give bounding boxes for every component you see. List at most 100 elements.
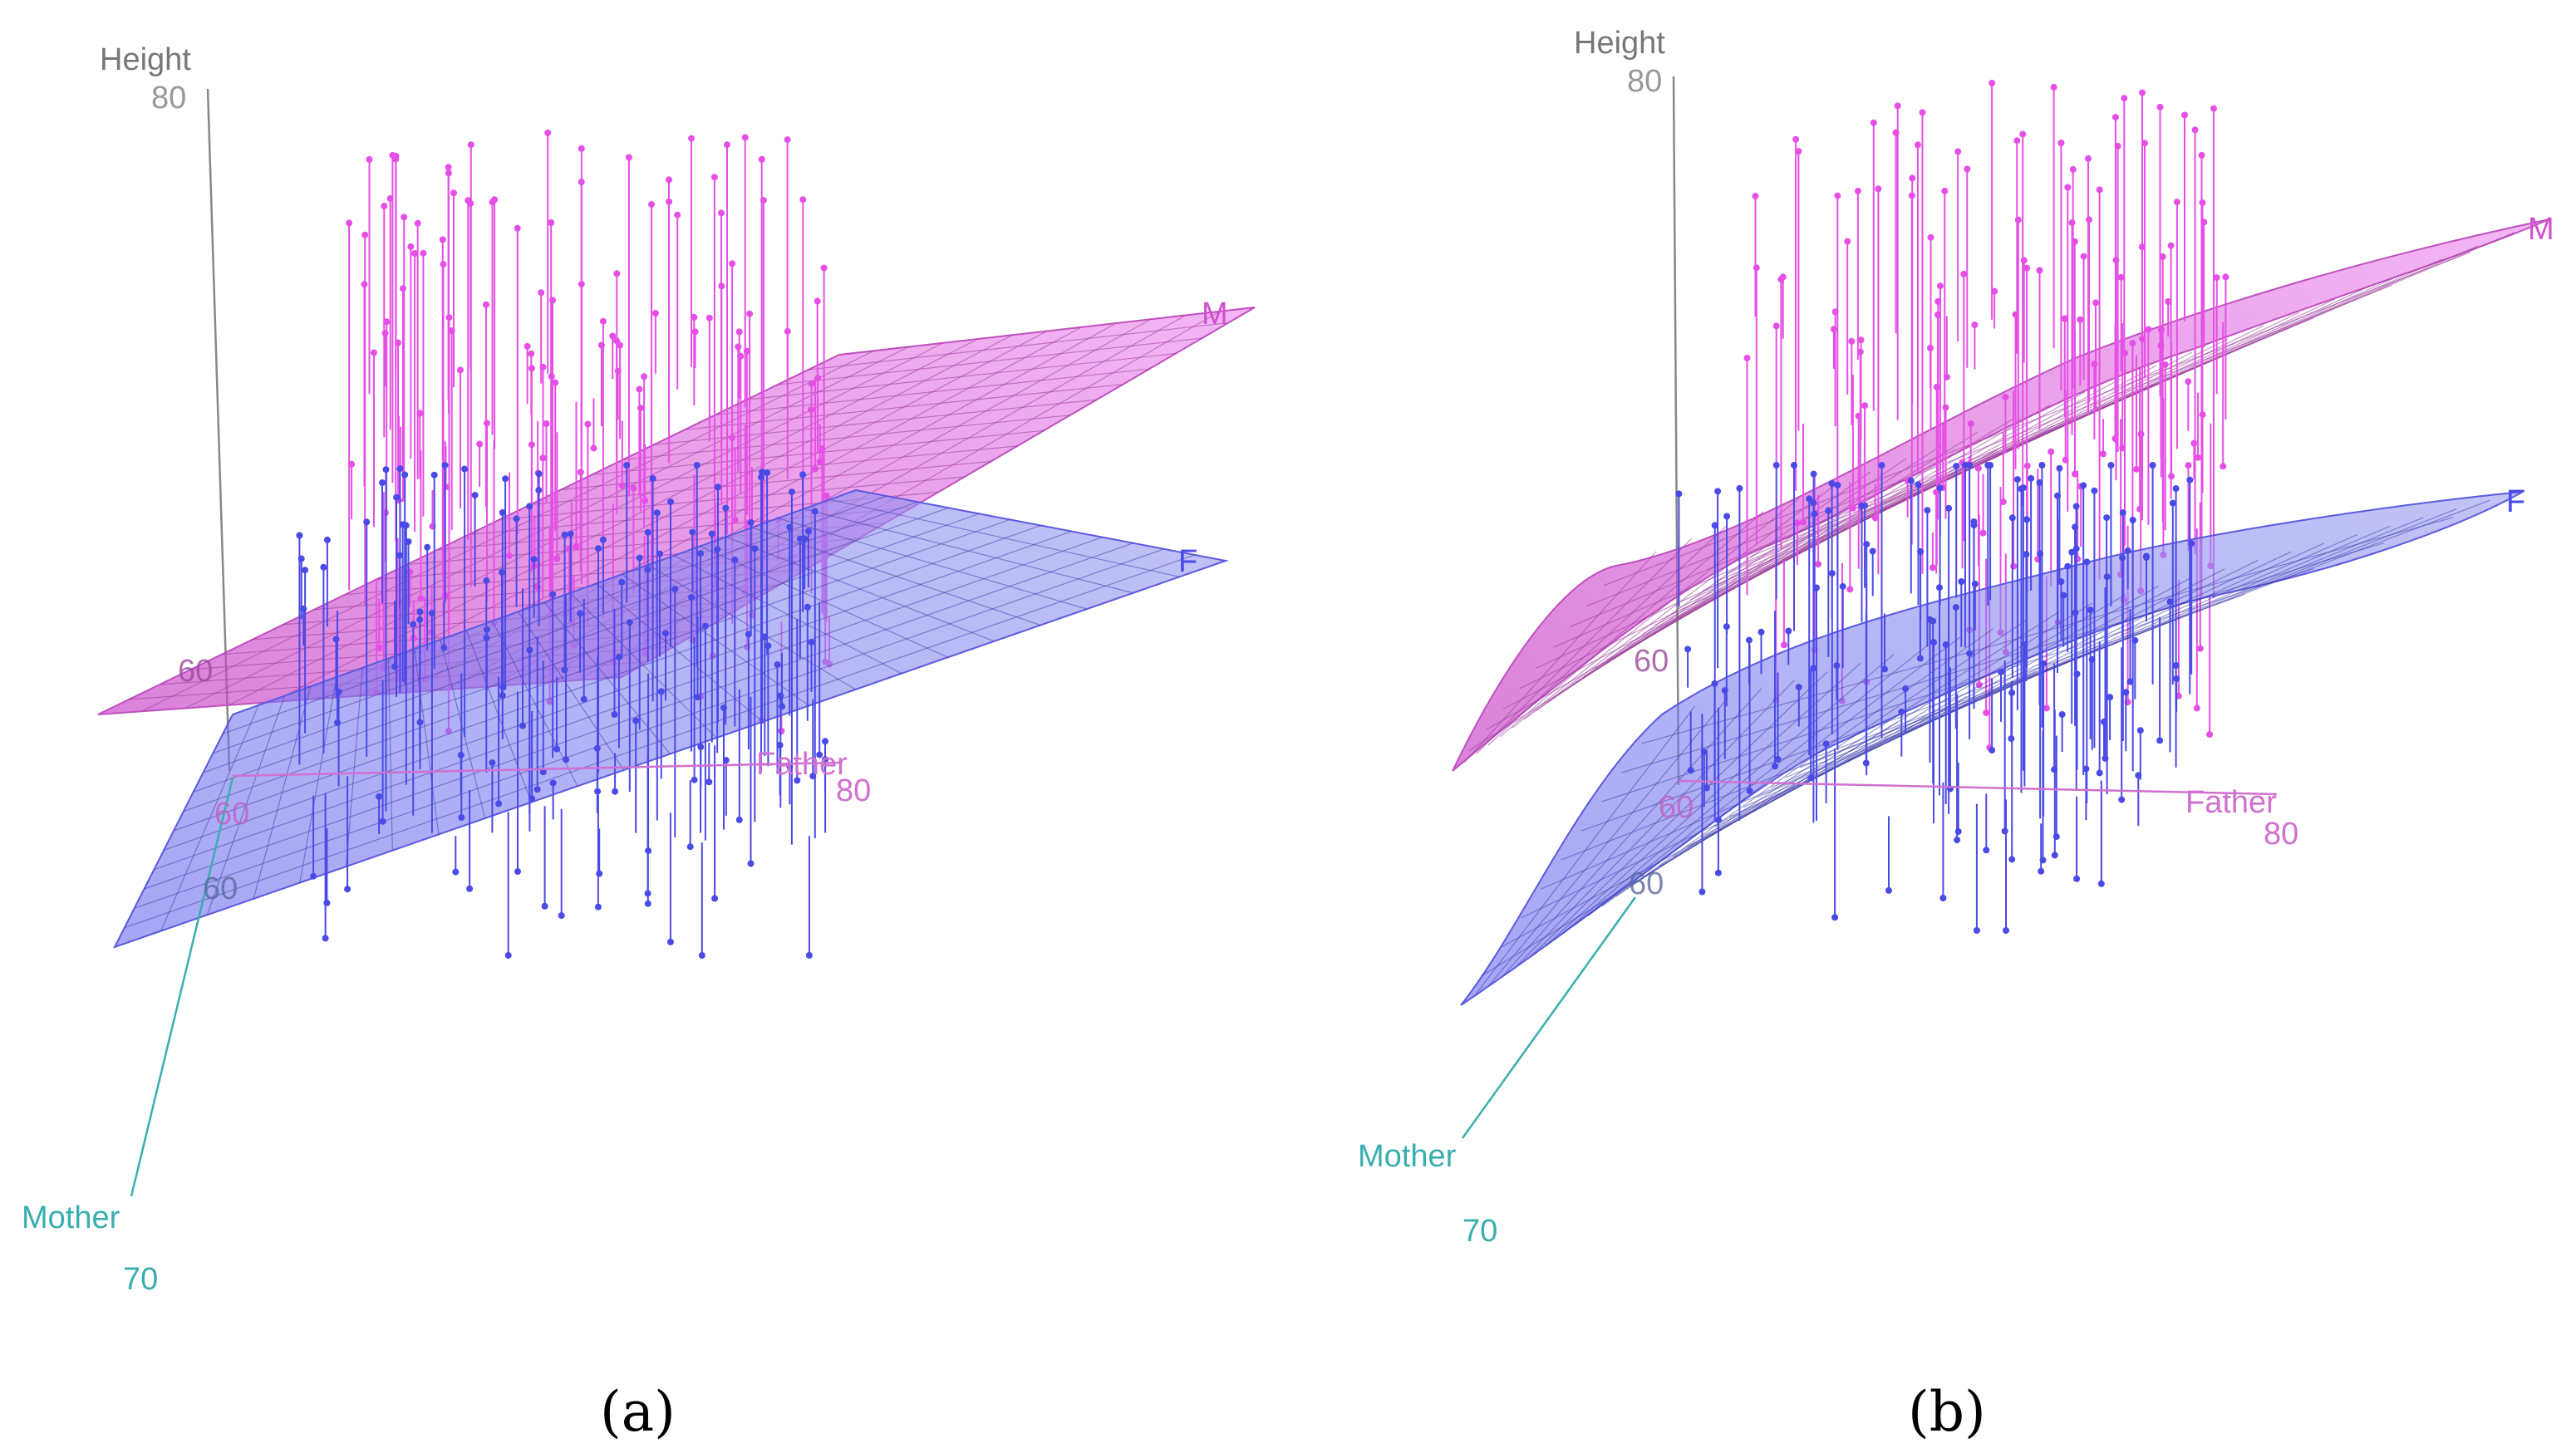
panel-a-f-point xyxy=(657,688,665,695)
panel-a-f-point xyxy=(553,745,561,753)
panel-b-f-point xyxy=(1987,462,1994,469)
panel-a-m-point xyxy=(731,517,739,523)
panel-b-f-point xyxy=(2119,509,2126,517)
panel-a-f-point xyxy=(822,738,828,745)
panel-b-points-f xyxy=(1675,462,2195,934)
panel-b-m-point xyxy=(1870,119,1877,126)
panel-b-m-point xyxy=(1846,586,1854,593)
panel-a-f-point xyxy=(483,577,490,584)
panel-a-f-point xyxy=(686,843,694,851)
panel-a-f-point xyxy=(580,695,587,703)
panel-b-f-point xyxy=(2083,558,2091,566)
panel-b-f-point xyxy=(1714,488,1722,495)
panel-a-f-point xyxy=(656,550,663,557)
panel-b-f-point xyxy=(1881,665,1888,673)
panel-b-m-point xyxy=(2014,216,2022,223)
panel-a-m-point xyxy=(812,465,819,473)
panel-b-f-point xyxy=(1902,685,1910,692)
panel-b-f-point xyxy=(1953,463,1960,470)
panel-b-f-point xyxy=(1926,616,1934,623)
panel-a-f-point xyxy=(694,694,701,701)
panel-b-height-axis xyxy=(1672,76,1680,786)
panel-a-m-point xyxy=(729,260,736,268)
panel-a-f-point xyxy=(596,870,603,877)
panel-a-f-point xyxy=(644,900,651,907)
panel-a-f-point xyxy=(323,536,331,543)
panel-a-f-point xyxy=(722,757,730,764)
panel-a-f-point xyxy=(636,554,643,562)
panel-b-mother-axis xyxy=(1461,896,1637,1139)
panel-a-f-point xyxy=(489,759,496,767)
panel-b-m-point xyxy=(1779,273,1787,281)
panel-b-m-point xyxy=(1772,322,1780,330)
panel-b-m-point xyxy=(1927,233,1934,241)
panel-b-f-point xyxy=(2040,660,2048,667)
panel-a-m-point xyxy=(395,339,402,346)
panel-a-m-point xyxy=(618,482,626,489)
panel-a-f-point xyxy=(816,751,823,758)
panel-a-points-f xyxy=(296,462,829,959)
panel-b-m-point xyxy=(2023,264,2031,272)
panel-b-m-point xyxy=(2199,411,2206,419)
panel-a-f-point xyxy=(561,666,568,674)
panel-b-f-point xyxy=(1703,784,1710,792)
panel-b-m-point xyxy=(1971,322,1979,328)
panel-a-f-point xyxy=(595,545,602,552)
panel-a-f-point xyxy=(567,530,574,538)
panel-a-f-point xyxy=(774,661,781,668)
panel-a-father-tick-80: 80 xyxy=(836,773,871,808)
panel-a-f-point xyxy=(471,492,479,499)
panel-a-group-label-f: F xyxy=(1178,544,1197,579)
panel-b-f-point xyxy=(1825,507,1832,514)
panel-b-m-point xyxy=(2129,340,2136,347)
panel-b-f-point xyxy=(2008,514,2016,522)
panel-b-points-m xyxy=(1743,80,2229,751)
panel-a-f-point xyxy=(691,776,698,783)
panel-b-f-point xyxy=(1785,627,1792,635)
panel-b-m-point xyxy=(2193,704,2200,712)
panel-a-m-point xyxy=(737,352,745,360)
panel-b-m-point xyxy=(2185,378,2192,385)
panel-b-f-point xyxy=(1966,462,1974,469)
panel-a-m-point xyxy=(590,444,597,452)
panel-b-m-point xyxy=(2064,184,2072,191)
panel-b-f-point xyxy=(1698,888,1706,896)
panel-b-f-point xyxy=(1885,886,1892,894)
panel-a-mother-tick-60: 60 xyxy=(203,871,238,906)
panel-b-m-point xyxy=(2213,274,2220,282)
panel-b-f-point xyxy=(1810,470,1817,478)
panel-b-m-point xyxy=(2222,273,2229,281)
panel-a-f-point xyxy=(466,885,474,892)
panel-a-f-point xyxy=(461,465,469,473)
panel-a-f-point xyxy=(632,717,640,724)
panel-a-label: (a) xyxy=(600,1380,676,1444)
panel-b-m-point xyxy=(1979,529,1987,537)
panel-a-f-point xyxy=(416,608,424,616)
panel-b-f-point xyxy=(2102,754,2109,762)
panel-b-m-point xyxy=(2141,140,2148,147)
panel-b-m-point xyxy=(2138,243,2146,251)
panel-a-f-point xyxy=(693,462,701,469)
panel-a-m-point xyxy=(691,313,698,321)
panel-a-f-point xyxy=(405,538,412,545)
panel-b-m-point xyxy=(1857,336,1865,344)
panel-b-f-point xyxy=(1746,787,1753,794)
panel-a-f-point xyxy=(416,616,424,623)
panel-b-m-point xyxy=(1849,504,1856,512)
panel-a-f-point xyxy=(764,642,772,650)
panel-a-m-point xyxy=(465,197,472,204)
panel-b-f-point xyxy=(1916,655,1924,662)
panel-b-f-point xyxy=(1989,747,1996,753)
panel-b-f-point xyxy=(2122,689,2130,696)
panel-a-f-point xyxy=(751,545,759,552)
panel-a-f-point xyxy=(667,498,674,506)
panel-a-f-point xyxy=(310,872,317,880)
panel-b-m-point xyxy=(2111,114,2119,121)
panel-a-m-point xyxy=(799,196,807,204)
panel-a-f-point xyxy=(697,744,705,751)
panel-b-m-point xyxy=(1934,312,1941,318)
panel-b-m-point xyxy=(1914,141,1921,149)
panel-b-m-point xyxy=(1960,270,1968,277)
panel-b-m-point xyxy=(2156,103,2164,110)
panel-a-f-point xyxy=(735,816,743,823)
